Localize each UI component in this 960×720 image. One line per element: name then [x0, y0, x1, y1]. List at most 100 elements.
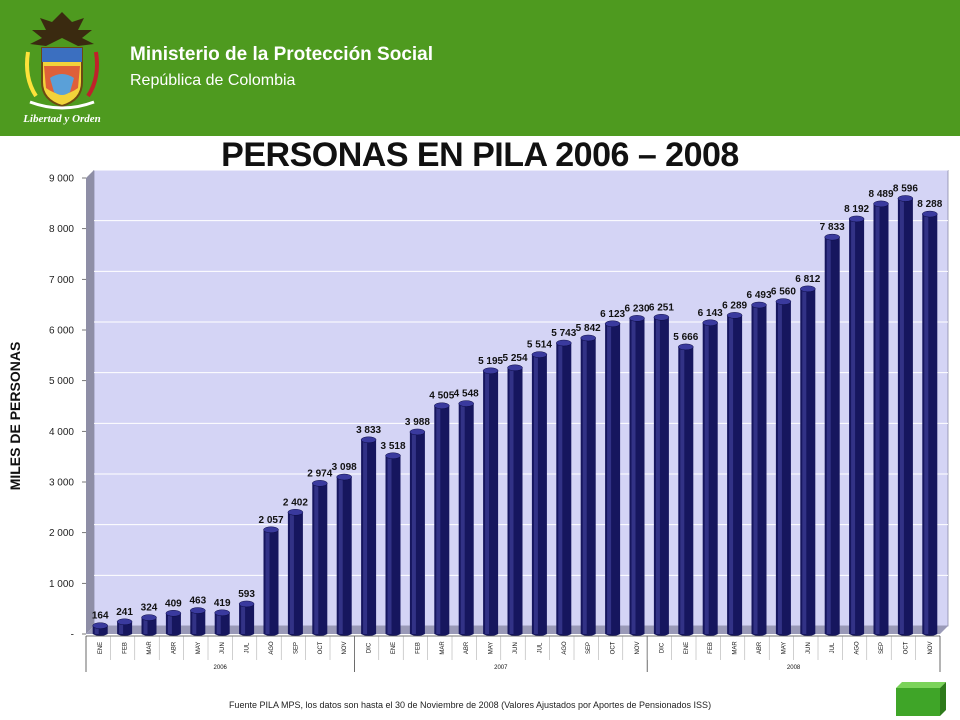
bar: [726, 312, 743, 636]
bar: [165, 610, 182, 636]
category-label: JUN: [806, 642, 812, 654]
bar-top: [678, 343, 694, 351]
bar-highlight: [558, 343, 563, 634]
bar-value-label: 6 230: [624, 303, 649, 314]
bar-top: [360, 436, 377, 444]
colombia-coat-of-arms-icon: Libertad y Orden: [22, 12, 101, 125]
bar-value-label: 6 143: [698, 308, 723, 319]
category-label: AGO: [269, 641, 275, 655]
bar-highlight: [704, 322, 709, 634]
bar: [653, 314, 670, 636]
bar-highlight: [875, 203, 880, 634]
bar-top: [922, 210, 938, 218]
bar-highlight: [314, 483, 319, 634]
category-label: NOV: [635, 641, 641, 654]
source-note: Fuente PILA MPS, los datos son hasta el …: [228, 700, 712, 710]
bar: [238, 600, 255, 636]
category-label: SEP: [879, 642, 885, 654]
y-tick-label: 4 000: [49, 427, 74, 438]
category-label: SEP: [586, 642, 592, 654]
bar: [263, 526, 279, 636]
bar-value-label: 593: [238, 589, 255, 600]
bar-top: [848, 215, 865, 223]
bar: [580, 334, 596, 636]
bar-highlight: [436, 405, 441, 634]
bar-value-label: 8 489: [868, 189, 893, 200]
bar-top: [629, 315, 645, 322]
bar-highlight: [826, 237, 831, 634]
category-label: DIC: [659, 642, 665, 653]
category-label: ENE: [98, 642, 104, 654]
category-label: DIC: [367, 642, 373, 653]
bar-highlight: [192, 610, 197, 634]
bar-highlight: [582, 338, 587, 634]
bar: [922, 210, 938, 637]
bar: [92, 622, 108, 636]
y-tick-label: 8 000: [49, 224, 74, 235]
bar: [507, 364, 523, 636]
category-label: SEP: [293, 642, 299, 654]
bar-value-label: 5 743: [551, 328, 576, 339]
bar-top: [190, 607, 206, 614]
bar-top: [238, 600, 255, 608]
bar-value-label: 419: [214, 598, 231, 609]
bar-value-label: 3 098: [332, 462, 357, 473]
bar-top: [458, 400, 474, 407]
bar: [287, 509, 304, 636]
bar-top: [726, 312, 743, 319]
bar-value-label: 6 812: [795, 274, 820, 285]
bar-top: [775, 298, 792, 305]
bar-value-label: 2 974: [307, 468, 332, 479]
bar-highlight: [485, 370, 490, 634]
category-label: MAY: [781, 642, 787, 655]
bar-top: [702, 319, 718, 327]
bar-highlight: [533, 354, 538, 634]
category-label: JUL: [830, 642, 836, 653]
bar-value-label: 7 833: [820, 222, 845, 233]
bar-highlight: [777, 301, 782, 634]
category-label: FEB: [415, 642, 421, 654]
category-label: JUL: [537, 642, 543, 653]
bar: [360, 436, 377, 636]
category-label: JUN: [220, 642, 226, 654]
bar: [116, 618, 133, 636]
bar: [848, 215, 865, 636]
bar: [482, 367, 499, 636]
republic-name: República de Colombia: [130, 72, 296, 89]
bar-value-label: 8 192: [844, 204, 869, 215]
bar-top: [165, 610, 182, 617]
bar: [678, 343, 694, 636]
bar-highlight: [241, 603, 246, 634]
bar-value-label: 463: [189, 596, 206, 607]
bar-value-label: 4 505: [429, 391, 454, 402]
bar-highlight: [899, 198, 904, 634]
bar-value-label: 2 057: [258, 515, 283, 526]
bar-top: [336, 473, 352, 481]
year-group-label: 2007: [494, 665, 508, 671]
category-label: MAR: [147, 641, 153, 655]
category-label: OCT: [903, 641, 909, 654]
bar: [751, 301, 767, 636]
bar-top: [580, 334, 596, 342]
bar-top: [409, 428, 426, 436]
bar: [556, 339, 572, 636]
bar-value-label: 8 288: [917, 199, 942, 210]
bar: [214, 609, 230, 636]
ministry-name: Ministerio de la Protección Social: [130, 44, 434, 65]
bar-top: [434, 402, 450, 409]
bar-top: [92, 622, 108, 629]
bar-value-label: 5 195: [478, 356, 503, 367]
bar-highlight: [94, 625, 99, 634]
bar-value-label: 5 666: [673, 332, 698, 343]
bar-value-label: 409: [165, 598, 182, 609]
bar-value-label: 5 842: [576, 323, 601, 334]
bar-value-label: 164: [92, 611, 109, 622]
bar-value-label: 324: [141, 603, 158, 614]
bar-top: [556, 339, 572, 347]
crest-motto: Libertad y Orden: [22, 113, 101, 125]
bar: [434, 402, 450, 636]
bar-highlight: [851, 218, 856, 634]
next-slide-button[interactable]: [896, 682, 946, 716]
y-tick-label: 7 000: [49, 275, 74, 286]
bar: [702, 319, 718, 636]
